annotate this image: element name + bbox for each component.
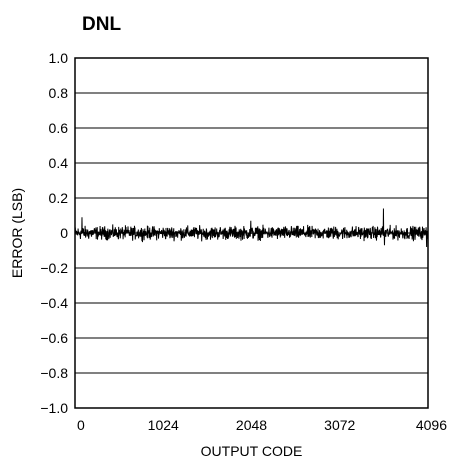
y-tick-label-0: 1.0 — [49, 50, 69, 66]
y-axis-label: ERROR (LSB) — [9, 188, 25, 278]
y-tick-label-6: −0.2 — [40, 260, 68, 276]
y-tick-label-10: −1.0 — [40, 400, 68, 416]
dnl-series-line — [74, 208, 429, 248]
y-tick-label-4: 0.2 — [49, 190, 69, 206]
y-tick-label-3: 0.4 — [49, 155, 69, 171]
x-tick-label-0: 0 — [77, 417, 85, 433]
plot-frame — [74, 57, 429, 409]
y-tick-label-1: 0.8 — [49, 85, 69, 101]
chart-title: DNL — [82, 14, 121, 35]
x-tick-label-4: 4096 — [416, 417, 447, 433]
y-tick-label-8: −0.6 — [40, 330, 68, 346]
x-tick-labels: 0 1024 2048 3072 4096 — [77, 417, 447, 433]
y-tick-labels: 1.0 0.8 0.6 0.4 0.2 0 −0.2 −0.4 −0.6 −0.8 −1.0 — [40, 50, 68, 416]
y-tick-label-5: 0 — [60, 225, 68, 241]
x-tick-label-2: 2048 — [236, 417, 267, 433]
x-tick-label-3: 3072 — [324, 417, 355, 433]
y-tick-label-7: −0.4 — [40, 295, 68, 311]
y-tick-label-9: −0.8 — [40, 365, 68, 381]
x-tick-label-1: 1024 — [148, 417, 179, 433]
y-tick-label-2: 0.6 — [49, 120, 69, 136]
x-axis-label: OUTPUT CODE — [201, 443, 303, 459]
